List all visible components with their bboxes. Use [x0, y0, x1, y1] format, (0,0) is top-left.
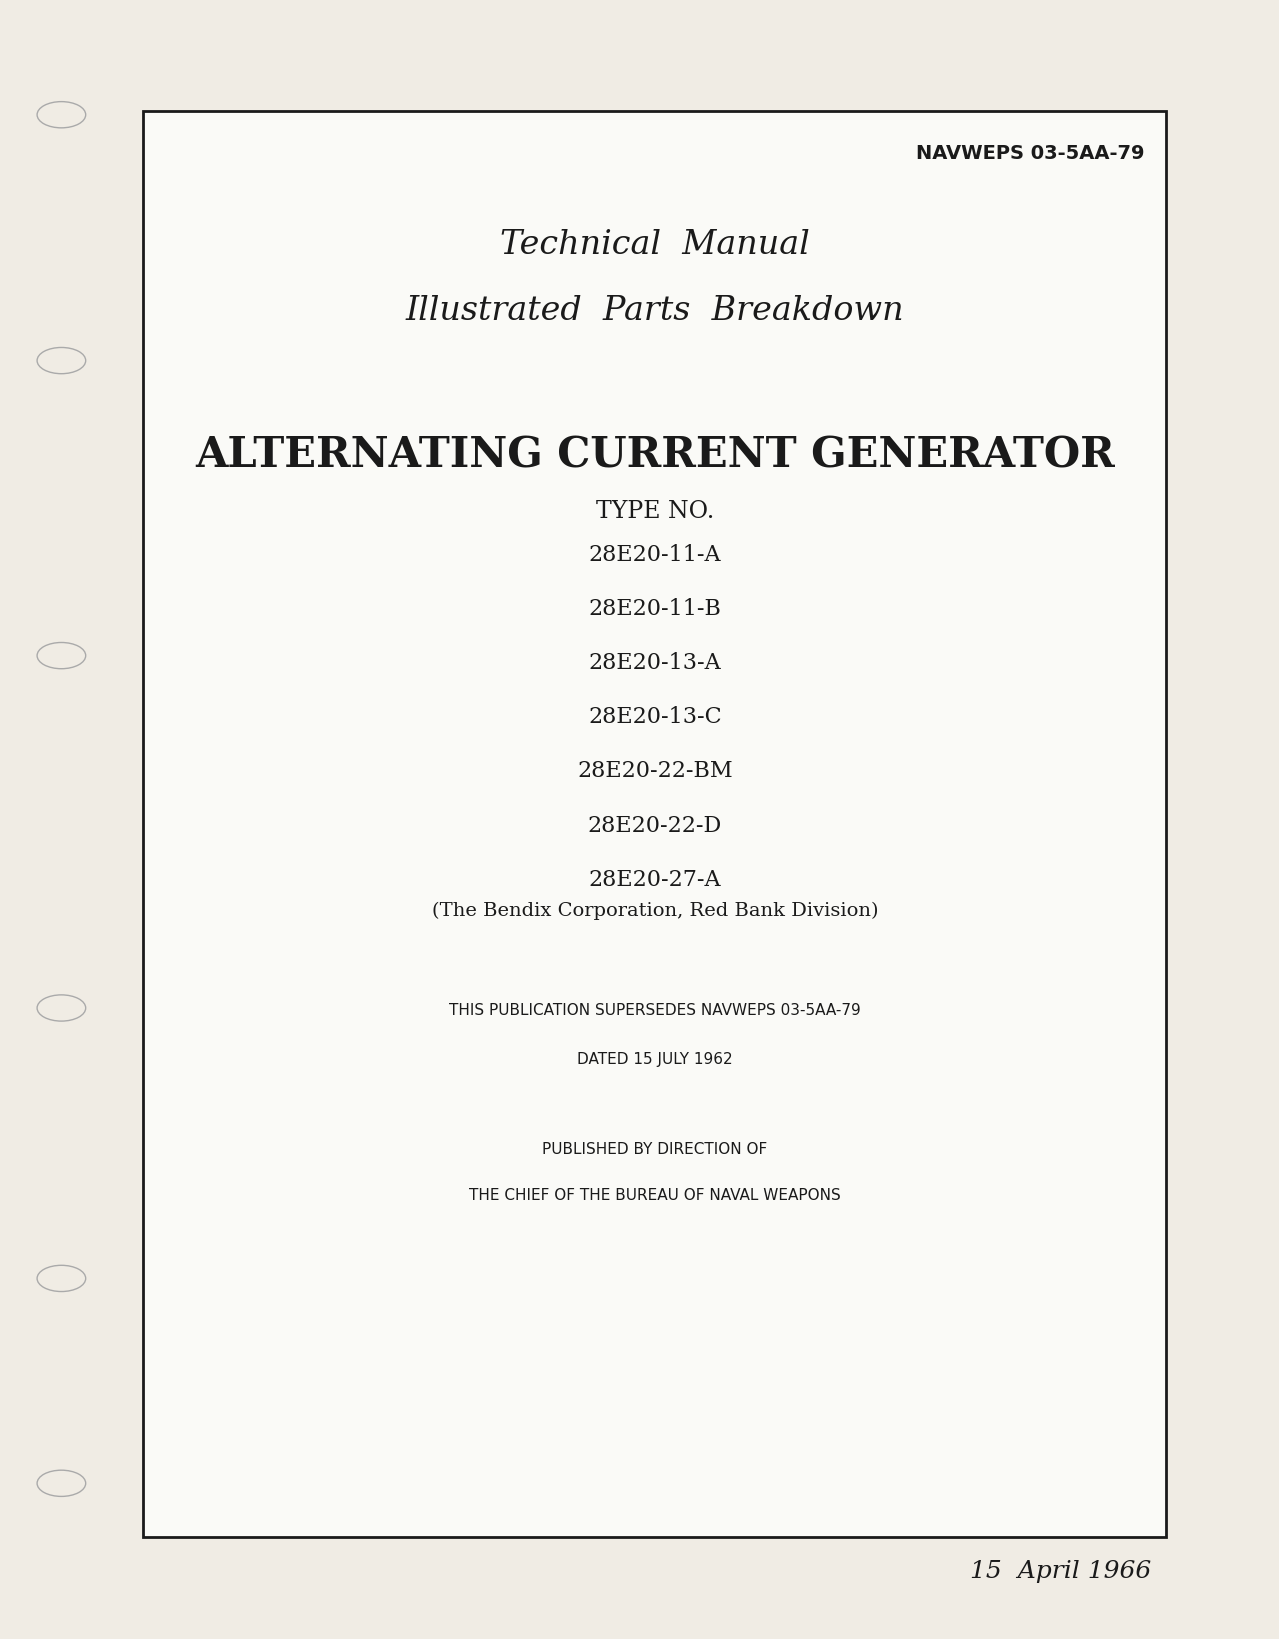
Text: 28E20-22-BM: 28E20-22-BM: [577, 760, 733, 782]
Ellipse shape: [37, 1265, 86, 1292]
Text: (The Bendix Corporation, Red Bank Division): (The Bendix Corporation, Red Bank Divisi…: [431, 901, 879, 919]
Text: TYPE NO.: TYPE NO.: [596, 500, 714, 523]
Text: THE CHIEF OF THE BUREAU OF NAVAL WEAPONS: THE CHIEF OF THE BUREAU OF NAVAL WEAPONS: [469, 1188, 840, 1203]
Text: NAVWEPS 03-5AA-79: NAVWEPS 03-5AA-79: [916, 144, 1145, 164]
Ellipse shape: [37, 102, 86, 128]
Text: THIS PUBLICATION SUPERSEDES NAVWEPS 03-5AA-79: THIS PUBLICATION SUPERSEDES NAVWEPS 03-5…: [449, 1003, 861, 1018]
Text: Technical  Manual: Technical Manual: [500, 229, 810, 262]
Text: 28E20-13-C: 28E20-13-C: [588, 706, 721, 728]
Text: 28E20-22-D: 28E20-22-D: [588, 815, 721, 836]
Text: 28E20-11-B: 28E20-11-B: [588, 598, 721, 620]
Text: PUBLISHED BY DIRECTION OF: PUBLISHED BY DIRECTION OF: [542, 1142, 767, 1157]
Ellipse shape: [37, 995, 86, 1021]
Ellipse shape: [37, 1470, 86, 1496]
Text: 15  April 1966: 15 April 1966: [969, 1560, 1151, 1583]
Ellipse shape: [37, 347, 86, 374]
Text: DATED 15 JULY 1962: DATED 15 JULY 1962: [577, 1052, 733, 1067]
Text: 28E20-11-A: 28E20-11-A: [588, 544, 721, 565]
Ellipse shape: [37, 642, 86, 669]
Text: 28E20-13-A: 28E20-13-A: [588, 652, 721, 674]
Text: 28E20-27-A: 28E20-27-A: [588, 869, 721, 890]
Text: Illustrated  Parts  Breakdown: Illustrated Parts Breakdown: [405, 295, 904, 328]
Text: ALTERNATING CURRENT GENERATOR: ALTERNATING CURRENT GENERATOR: [194, 434, 1115, 477]
FancyBboxPatch shape: [143, 111, 1166, 1537]
